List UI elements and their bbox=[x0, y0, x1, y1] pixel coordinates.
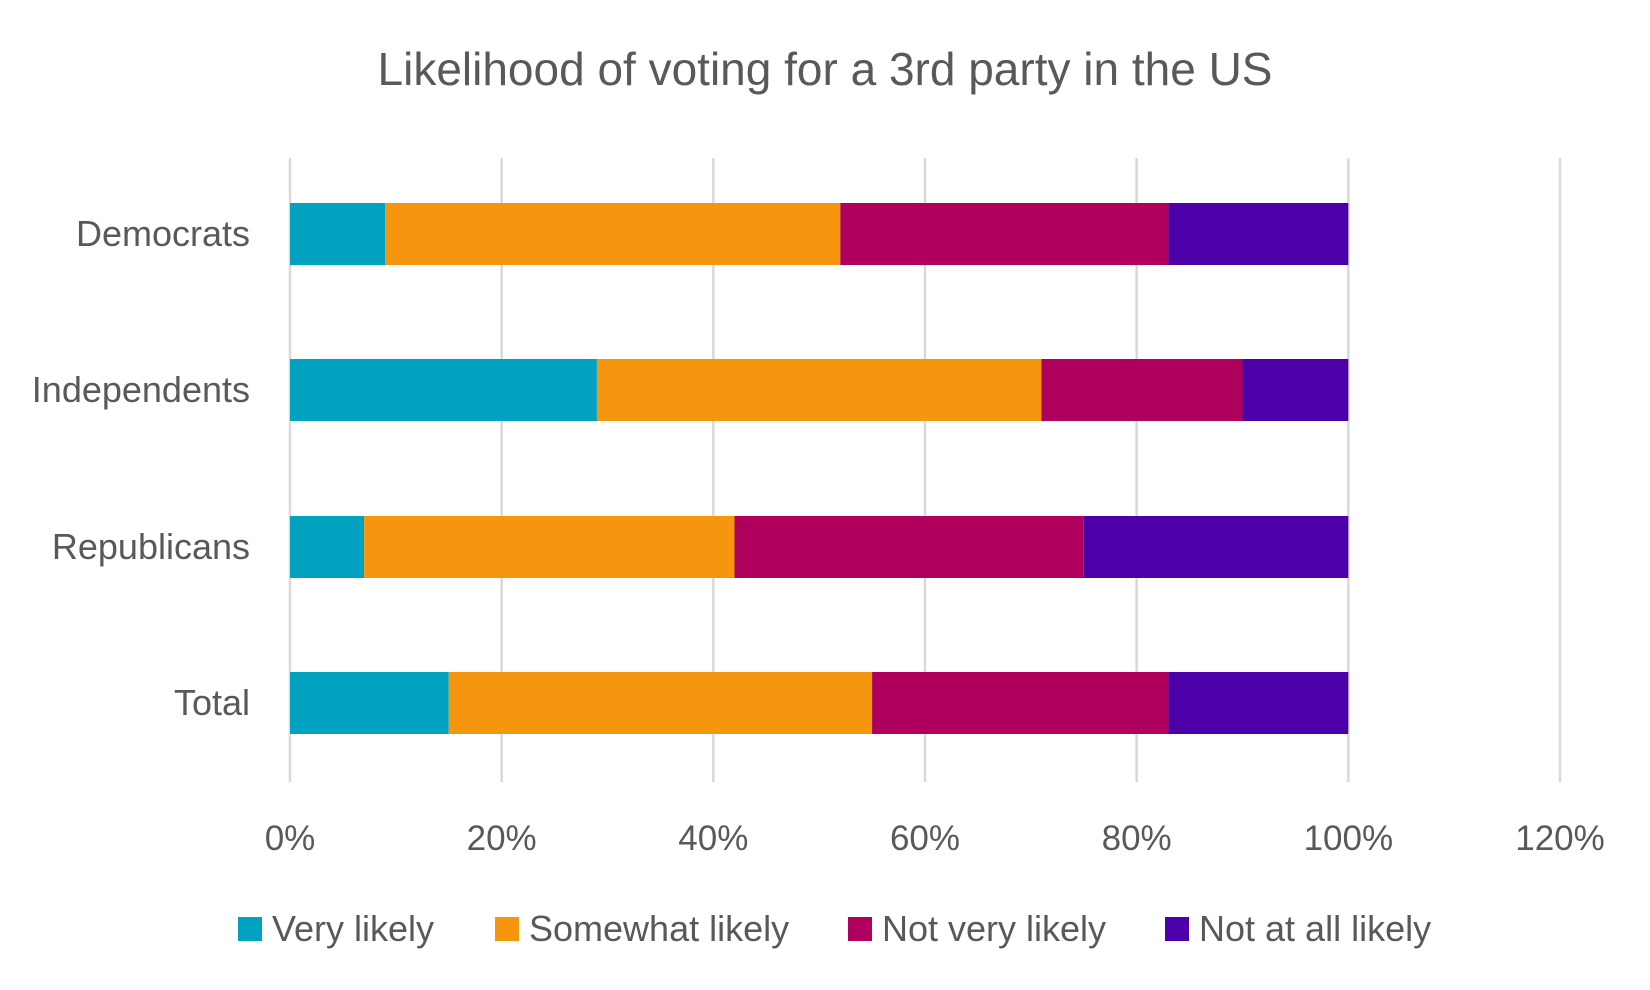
bar-segment bbox=[596, 359, 1042, 421]
x-tick-label: 100% bbox=[1304, 819, 1394, 858]
category-label: Democrats bbox=[76, 213, 250, 254]
category-label: Republicans bbox=[52, 526, 250, 567]
legend-label: Not very likely bbox=[882, 908, 1106, 949]
bar-segment bbox=[290, 516, 365, 578]
legend-label: Not at all likely bbox=[1199, 908, 1431, 949]
x-tick-label: 40% bbox=[678, 819, 748, 858]
x-tick-label: 80% bbox=[1102, 819, 1172, 858]
bar-segment bbox=[364, 516, 735, 578]
legend-swatch bbox=[238, 917, 262, 941]
bar-segment bbox=[290, 359, 597, 421]
x-tick-label: 60% bbox=[890, 819, 960, 858]
bar-segment bbox=[1168, 203, 1349, 265]
x-tick-label: 120% bbox=[1515, 819, 1605, 858]
legend-swatch bbox=[495, 917, 519, 941]
legend-swatch bbox=[1165, 917, 1189, 941]
bar-segment bbox=[1083, 516, 1349, 578]
bar-segment bbox=[290, 672, 449, 734]
category-labels: Democrats Independents Republicans Total bbox=[32, 213, 250, 723]
category-label: Total bbox=[174, 682, 250, 723]
bar-segment bbox=[872, 672, 1169, 734]
bar-segment bbox=[840, 203, 1169, 265]
legend-label: Very likely bbox=[272, 908, 434, 949]
bar-segment bbox=[385, 203, 841, 265]
x-axis-tick-labels: 0% 20% 40% 60% 80% 100% 120% bbox=[265, 819, 1605, 858]
bar-segment bbox=[290, 203, 386, 265]
bar-segment bbox=[1242, 359, 1349, 421]
bar-segment bbox=[1168, 672, 1349, 734]
legend-label: Somewhat likely bbox=[529, 908, 789, 949]
bar-segment bbox=[448, 672, 873, 734]
x-tick-label: 0% bbox=[265, 819, 316, 858]
bars bbox=[290, 203, 1349, 734]
legend: Very likely Somewhat likely Not very likel… bbox=[238, 908, 1431, 949]
chart-title: Likelihood of voting for a 3rd party in … bbox=[378, 43, 1273, 95]
x-tick-label: 20% bbox=[467, 819, 537, 858]
category-label: Independents bbox=[32, 369, 250, 410]
bar-segment bbox=[734, 516, 1084, 578]
bar-segment bbox=[1041, 359, 1243, 421]
legend-swatch bbox=[848, 917, 872, 941]
